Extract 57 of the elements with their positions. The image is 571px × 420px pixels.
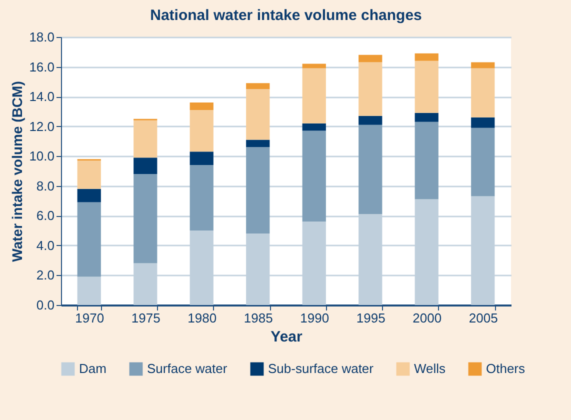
bar (190, 165, 214, 231)
x-tick-label: 1975 (131, 310, 160, 326)
y-tick-label: 2.0 (36, 268, 54, 283)
bar (246, 83, 270, 90)
bar (414, 53, 438, 61)
x-tick-label: 2000 (412, 310, 442, 326)
bar (246, 140, 270, 148)
legend-label: Others (486, 361, 526, 376)
y-tick-label: 4.0 (36, 238, 54, 253)
x-tick-label: 1995 (356, 310, 386, 326)
bar (190, 110, 214, 152)
bar (190, 102, 214, 110)
x-tick-label: 1990 (300, 310, 330, 326)
bar (414, 122, 438, 200)
x-tick-label: 1970 (75, 310, 104, 326)
bar (77, 202, 101, 277)
y-tick-label: 8.0 (36, 178, 54, 194)
bar (471, 62, 495, 68)
bar (302, 64, 326, 68)
legend-label: Surface water (147, 361, 228, 376)
legend-label: Sub-surface water (268, 361, 374, 376)
legend-label: Wells (414, 361, 446, 376)
y-tick-label: 18.0 (29, 30, 54, 44)
bar (414, 60, 438, 113)
bar (134, 158, 158, 174)
y-tick-label: 6.0 (36, 208, 54, 224)
bar (302, 123, 326, 131)
bar (246, 147, 270, 234)
bar (77, 276, 101, 305)
bar (471, 68, 495, 118)
y-tick-label: 12.0 (29, 118, 54, 134)
bar (358, 116, 382, 125)
bar (190, 152, 214, 166)
bar (246, 89, 270, 140)
x-tick-label: 1985 (244, 310, 273, 326)
y-tick-label: 10.0 (29, 148, 54, 164)
x-axis-title: Year (270, 328, 303, 346)
y-tick-label: 0.0 (36, 298, 54, 312)
y-tick-label: 16.0 (29, 59, 54, 74)
bar (134, 174, 158, 264)
bar (471, 128, 495, 196)
legend-label: Dam (79, 361, 106, 376)
x-tick-label: 1980 (188, 310, 217, 326)
chart-title: National water intake volume changes (150, 7, 422, 24)
bar (358, 62, 382, 116)
bar (77, 160, 101, 189)
x-tick-label: 2005 (468, 310, 498, 326)
y-tick-label: 14.0 (29, 89, 54, 104)
bar (77, 188, 101, 202)
y-axis-title: Water intake volume (BCM) (9, 81, 26, 262)
bar (302, 68, 326, 124)
bar (414, 112, 438, 122)
bar (471, 117, 495, 128)
bar (358, 54, 382, 62)
bar (134, 120, 158, 158)
bar (358, 124, 382, 214)
bar (302, 130, 326, 222)
